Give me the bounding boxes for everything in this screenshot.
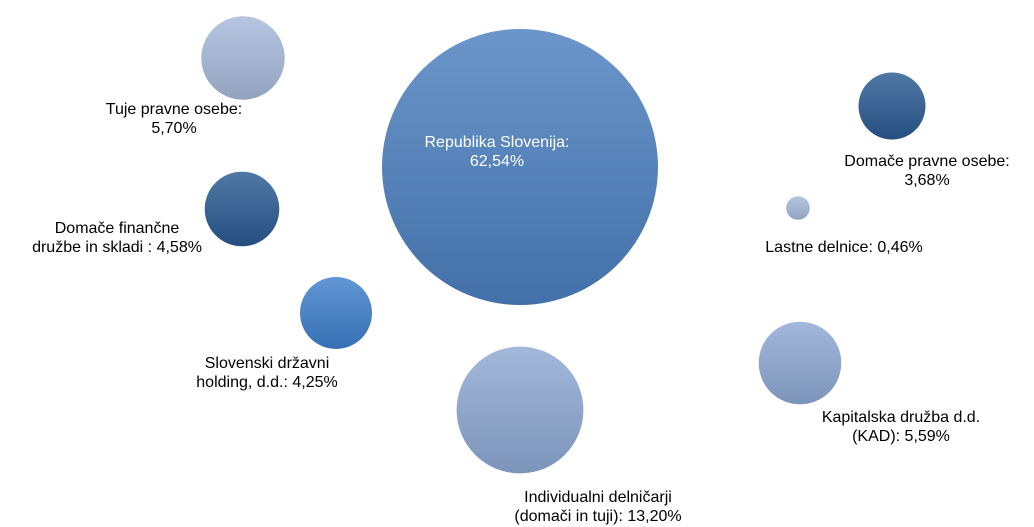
bubble-6 — [858, 72, 926, 140]
bubble-label-2-line-1: družbe in skladi : 4,58% — [32, 239, 202, 256]
bubble-label-2: Domače finančne družbe in skladi : 4,58% — [32, 220, 202, 256]
bubble-label-1-line-1: 5,70% — [151, 120, 196, 137]
bubble-label-2-line-0: Domače finančne — [55, 220, 180, 237]
bubble-label-1: Tuje pravne osebe: 5,70% — [106, 101, 242, 137]
bubble-label-7: Lastne delnice: 0,46% — [765, 239, 922, 256]
bubble-label-5-line-0: Kapitalska družba d.d. — [822, 409, 980, 426]
bubble-label-6-line-0: Domače pravne osebe: — [844, 153, 1009, 170]
bubble-label-4-line-1: (domači in tuji): 13,20% — [514, 508, 681, 525]
bubble-2 — [204, 171, 280, 247]
bubble-3 — [300, 277, 372, 349]
bubble-label-3: Slovenski državni holding, d.d.: 4,25% — [196, 355, 337, 391]
bubble-label-0-line-1: 62,54% — [470, 153, 524, 170]
bubble-5 — [758, 321, 842, 405]
bubble-label-3-line-0: Slovenski državni — [205, 355, 330, 372]
bubble-label-1-line-0: Tuje pravne osebe: — [106, 101, 242, 118]
bubble-label-0: Republika Slovenija: 62,54% — [425, 134, 570, 170]
bubble-4 — [456, 346, 584, 474]
bubble-label-5: Kapitalska družba d.d. (KAD): 5,59% — [822, 409, 980, 445]
bubble-label-4-line-0: Individualni delničarji — [524, 489, 672, 506]
bubble-label-0-line-0: Republika Slovenija: — [425, 134, 570, 151]
bubble-1 — [201, 16, 285, 100]
bubble-label-4: Individualni delničarji (domači in tuji):… — [514, 489, 681, 525]
bubble-label-5-line-1: (KAD): 5,59% — [852, 428, 950, 445]
bubble-label-3-line-1: holding, d.d.: 4,25% — [196, 374, 337, 391]
bubble-label-6-line-1: 3,68% — [904, 172, 949, 189]
bubble-0 — [382, 29, 658, 305]
bubble-label-7-line-0: Lastne delnice: 0,46% — [765, 239, 922, 256]
labels-layer: Republika Slovenija: 62,54% Tuje pravne os… — [32, 101, 1010, 525]
bubbles-layer — [201, 16, 926, 474]
bubble-7 — [786, 196, 810, 220]
bubble-label-6: Domače pravne osebe: 3,68% — [844, 153, 1009, 189]
